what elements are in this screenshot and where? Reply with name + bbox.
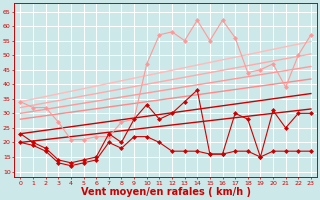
X-axis label: Vent moyen/en rafales ( km/h ): Vent moyen/en rafales ( km/h ) bbox=[81, 187, 251, 197]
